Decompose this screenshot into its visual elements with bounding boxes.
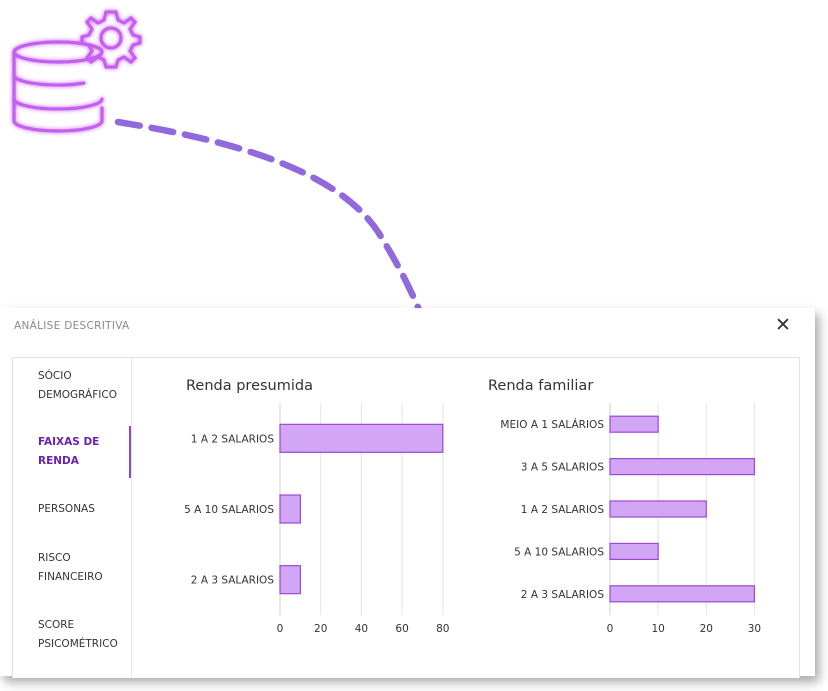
sidebar: SÓCIO DEMOGRÁFICO FAIXAS DE RENDA PERSON… [13, 358, 132, 678]
database-gear-icon [12, 10, 142, 133]
analysis-dialog: ANÁLISE DESCRITIVA ✕ SÓCIO DEMOGRÁFICO F… [0, 308, 815, 678]
category-label: 2 A 3 SALARIOS [191, 575, 275, 587]
sidebar-item-score-psicometrico[interactable]: SCORE PSICOMÉTRICO [38, 616, 126, 653]
x-tick-label: 40 [355, 623, 368, 635]
sidebar-item-label: PSICOMÉTRICO [38, 637, 118, 650]
sidebar-item-label: FINANCEIRO [38, 570, 103, 583]
sidebar-item-risco-financeiro[interactable]: RISCO FINANCEIRO [38, 549, 126, 586]
bar [609, 542, 659, 560]
bar [609, 457, 755, 476]
category-label: MEIO A 1 SALÁRIOS [500, 418, 604, 431]
bar [279, 494, 301, 524]
bar [279, 423, 444, 453]
active-indicator [129, 426, 131, 478]
x-tick-label: 30 [748, 623, 761, 635]
category-label: 3 A 5 SALARIOS [521, 462, 605, 474]
category-label: 5 A 10 SALARIOS [184, 504, 274, 516]
chart-title-renda-presumida: Renda presumida [186, 378, 313, 394]
x-tick-label: 20 [314, 623, 327, 635]
x-tick-label: 0 [607, 623, 614, 635]
sidebar-item-label: DEMOGRÁFICO [38, 388, 117, 401]
sidebar-item-label: FAIXAS DE [38, 436, 100, 448]
chart-renda-familiar: 0 10 20 30 MEIO A 1 SALÁRIOS 3 A 5 SALARIOS 1 … [500, 403, 761, 635]
bar [279, 565, 301, 595]
bar [609, 585, 755, 603]
dialog-title: ANÁLISE DESCRITIVA [14, 320, 130, 332]
x-tick-label: 20 [700, 623, 713, 635]
x-tick-label: 60 [395, 623, 408, 635]
category-label: 5 A 10 SALARIOS [514, 546, 604, 558]
x-tick-label: 80 [436, 623, 449, 635]
category-label: 2 A 3 SALARIOS [521, 589, 605, 601]
chart-renda-presumida: 0 20 40 60 80 1 A 2 SALARIOS 5 A 10 SALARIOS 2 … [184, 403, 450, 635]
sidebar-item-label: RENDA [38, 454, 79, 467]
x-tick-label: 10 [651, 623, 664, 635]
close-icon[interactable]: ✕ [775, 314, 791, 336]
sidebar-item-label: PERSONAS [38, 503, 95, 515]
category-label: 1 A 2 SALARIOS [191, 433, 275, 445]
x-tick-label: 0 [277, 623, 284, 635]
sidebar-item-label: SÓCIO [38, 370, 72, 382]
bar [609, 500, 707, 518]
category-label: 1 A 2 SALARIOS [521, 504, 605, 516]
sidebar-item-label: RISCO [38, 552, 71, 564]
bar [609, 415, 659, 433]
sidebar-item-faixas-de-renda[interactable]: FAIXAS DE RENDA [38, 433, 126, 470]
sidebar-item-personas[interactable]: PERSONAS [38, 500, 126, 519]
chart-title-renda-familiar: Renda familiar [488, 378, 594, 394]
sidebar-item-socio-demografico[interactable]: SÓCIO DEMOGRÁFICO [38, 367, 126, 404]
sidebar-item-label: SCORE [38, 619, 75, 631]
dialog-body: SÓCIO DEMOGRÁFICO FAIXAS DE RENDA PERSON… [12, 357, 800, 678]
